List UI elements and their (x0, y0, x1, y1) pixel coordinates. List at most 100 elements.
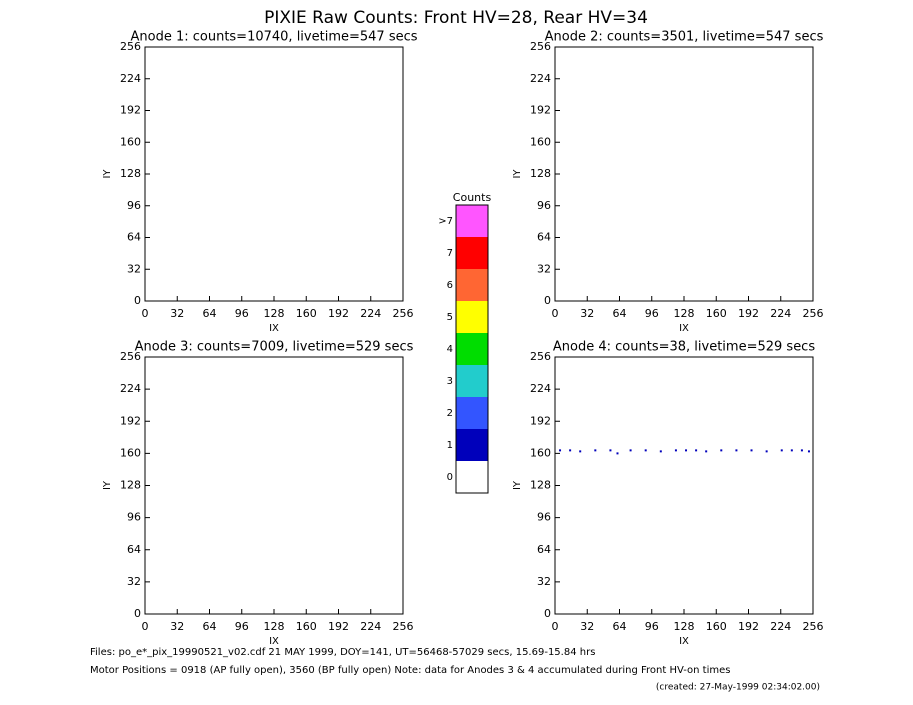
colorbar-label: 0 (447, 472, 453, 483)
x-tick-label: 64 (613, 307, 627, 320)
x-tick-label: 0 (552, 620, 559, 633)
x-tick-label: 64 (203, 620, 217, 633)
y-tick-label: 0 (134, 294, 141, 307)
x-tick-label: 64 (613, 620, 627, 633)
count-pixel (629, 449, 632, 452)
x-tick-label: 192 (328, 307, 349, 320)
x-tick-label: 192 (328, 620, 349, 633)
y-tick-label: 224 (120, 382, 141, 395)
colorbar-label: 2 (447, 408, 453, 419)
count-pixel (685, 449, 688, 452)
x-tick-label: 192 (738, 307, 759, 320)
x-tick-label: 32 (580, 620, 594, 633)
y-tick-label: 128 (120, 167, 141, 180)
y-tick-label: 192 (120, 414, 141, 427)
x-tick-label: 64 (203, 307, 217, 320)
y-tick-label: 64 (127, 231, 141, 244)
footer-line: (created: 27-May-1999 02:34:02.00) (656, 683, 820, 693)
y-tick-label: 64 (127, 543, 141, 556)
x-tick-label: 224 (360, 307, 381, 320)
x-tick-label: 128 (264, 307, 285, 320)
count-pixel (569, 449, 572, 452)
count-pixel (695, 449, 698, 452)
y-tick-label: 96 (127, 511, 141, 524)
y-tick-label: 32 (127, 262, 141, 275)
x-tick-label: 0 (142, 307, 149, 320)
count-pixel (559, 449, 562, 452)
panel-title: Anode 2: counts=3501, livetime=547 secs (545, 30, 824, 45)
x-tick-label: 160 (706, 307, 727, 320)
count-pixel (750, 449, 753, 452)
colorbar-frame (455, 204, 489, 494)
y-tick-label: 96 (537, 511, 551, 524)
y-tick-label: 128 (530, 167, 551, 180)
x-tick-label: 224 (770, 307, 791, 320)
x-tick-label: 32 (580, 307, 594, 320)
y-tick-label: 32 (127, 575, 141, 588)
plot-frame (144, 356, 404, 615)
count-pixel (616, 452, 619, 455)
x-axis-label: IX (679, 636, 689, 647)
y-axis-label: IY (512, 480, 523, 490)
x-tick-label: 256 (803, 307, 824, 320)
count-pixel (659, 450, 662, 453)
y-tick-label: 192 (530, 414, 551, 427)
x-tick-label: 256 (803, 620, 824, 633)
colorbar-swatch (456, 301, 488, 333)
x-tick-label: 160 (706, 620, 727, 633)
count-pixel (644, 449, 647, 452)
count-pixel (594, 449, 597, 452)
colorbar-label: 1 (447, 440, 453, 451)
chart-title: PIXIE Raw Counts: Front HV=28, Rear HV=3… (264, 8, 648, 28)
plot-frame (554, 356, 814, 615)
x-tick-label: 256 (393, 307, 414, 320)
x-tick-label: 32 (170, 620, 184, 633)
colorbar-swatch (456, 429, 488, 461)
y-axis-label: IY (512, 169, 523, 179)
y-tick-label: 128 (120, 479, 141, 492)
colorbar-label: 3 (447, 376, 453, 387)
count-pixel (790, 449, 793, 452)
plot-frame (554, 46, 814, 302)
y-tick-label: 224 (530, 382, 551, 395)
panel-title: Anode 3: counts=7009, livetime=529 secs (135, 340, 414, 355)
x-tick-label: 128 (674, 307, 695, 320)
plot-frame (144, 46, 404, 302)
colorbar-swatch (456, 269, 488, 301)
y-tick-label: 160 (120, 446, 141, 459)
x-axis-label: IX (269, 323, 279, 334)
x-axis-label: IX (269, 636, 279, 647)
colorbar-title: Counts (453, 191, 492, 204)
y-tick-label: 160 (530, 135, 551, 148)
count-pixel (720, 449, 723, 452)
footer-line: Files: po_e*_pix_19990521_v02.cdf 21 MAY… (90, 647, 595, 658)
colorbar-swatch (456, 237, 488, 269)
colorbar-swatch (456, 461, 488, 493)
colorbar-swatch (456, 397, 488, 429)
count-pixel (765, 450, 768, 453)
count-pixel (609, 449, 612, 452)
y-tick-label: 224 (530, 72, 551, 85)
colorbar-swatch (456, 205, 488, 237)
y-tick-label: 160 (120, 135, 141, 148)
count-pixel (800, 449, 803, 452)
colorbar-swatch (456, 365, 488, 397)
y-tick-label: 0 (544, 607, 551, 620)
panel-title: Anode 4: counts=38, livetime=529 secs (553, 340, 815, 355)
y-tick-label: 32 (537, 575, 551, 588)
x-tick-label: 96 (645, 307, 659, 320)
y-tick-label: 192 (120, 104, 141, 117)
y-tick-label: 0 (134, 607, 141, 620)
count-pixel (579, 450, 582, 453)
x-tick-label: 128 (264, 620, 285, 633)
panel-title: Anode 1: counts=10740, livetime=547 secs (130, 30, 417, 45)
x-tick-label: 256 (393, 620, 414, 633)
y-tick-label: 224 (120, 72, 141, 85)
y-tick-label: 64 (537, 543, 551, 556)
x-tick-label: 32 (170, 307, 184, 320)
count-pixel (674, 449, 677, 452)
y-tick-label: 256 (120, 40, 141, 53)
x-axis-label: IX (679, 323, 689, 334)
